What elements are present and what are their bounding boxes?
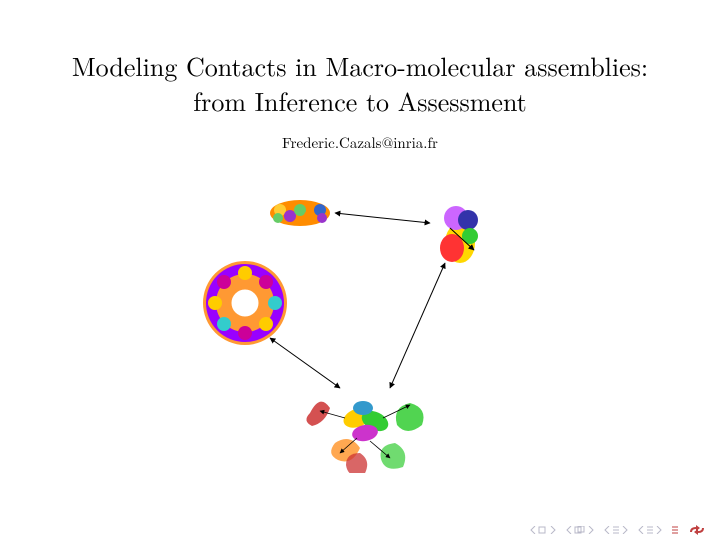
nav-next-sub[interactable] (637, 526, 663, 534)
molecular-diagram (180, 173, 540, 473)
author-email: Frederic.Cazals@inria.fr (0, 132, 720, 153)
title-line-1: Modeling Contacts in Macro-molecular ass… (72, 47, 648, 84)
edge-left (270, 338, 340, 388)
nav-first[interactable] (529, 526, 557, 534)
title-line-2: from Inference to Assessment (193, 82, 527, 119)
edge-right (390, 263, 445, 388)
nav-end[interactable] (671, 526, 679, 534)
edge-top (335, 213, 430, 223)
nav-prev-sub[interactable] (603, 526, 629, 534)
node-torus (203, 261, 287, 345)
node-blob (440, 206, 478, 263)
node-cluster (306, 401, 423, 473)
slide-title: Modeling Contacts in Macro-molecular ass… (0, 48, 720, 118)
beamer-navbar (526, 525, 710, 535)
slide: Modeling Contacts in Macro-molecular ass… (0, 0, 720, 541)
central-figure (0, 173, 720, 473)
nav-prev[interactable] (565, 526, 595, 534)
nav-cycle[interactable] (687, 525, 707, 535)
node-capsule (270, 200, 330, 226)
